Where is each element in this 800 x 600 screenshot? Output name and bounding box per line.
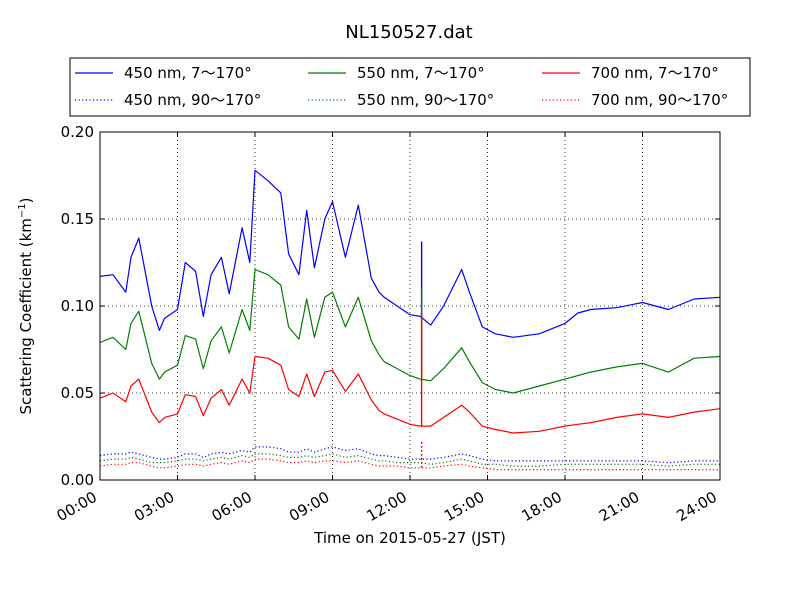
series-line-3 xyxy=(99,453,720,467)
y-tick-label: 0.05 xyxy=(61,384,94,402)
y-tick-label: 0.20 xyxy=(61,123,94,141)
y-tick-label: 0.15 xyxy=(61,210,94,228)
x-tick-label: 18:00 xyxy=(519,488,565,525)
grid xyxy=(100,132,720,480)
y-axis-label: Scattering Coefficient (km−1) xyxy=(17,197,35,414)
y-axis-label-superscript: −1 xyxy=(17,203,28,218)
x-tick-label: 15:00 xyxy=(441,488,487,525)
legend-label: 450 nm, 90～170° xyxy=(124,91,261,109)
x-tick-label: 12:00 xyxy=(364,488,410,525)
legend-label: 700 nm, 7～170° xyxy=(591,64,719,82)
series-line-5 xyxy=(99,458,720,471)
legend-label: 450 nm, 7～170° xyxy=(124,64,252,82)
legend: 450 nm, 7～170° 550 nm, 7～170° 700 nm, 7～17… xyxy=(69,57,751,117)
series-line-4 xyxy=(99,355,721,434)
y-axis-label-text: Scattering Coefficient (km xyxy=(17,218,35,414)
y-axis-label-group: Scattering Coefficient (km−1) xyxy=(17,197,35,414)
x-tick-label: 06:00 xyxy=(209,488,255,525)
chart-title: NL150527.dat xyxy=(345,22,472,43)
series-layer xyxy=(99,169,721,471)
series-line-1 xyxy=(99,446,720,464)
legend-label: 550 nm, 7～170° xyxy=(357,64,485,82)
x-tick-label: 21:00 xyxy=(596,488,642,525)
y-tick-label: 0.00 xyxy=(61,471,94,489)
x-tick-label: 09:00 xyxy=(286,488,332,525)
legend-label: 700 nm, 90～170° xyxy=(591,91,728,109)
x-tick-label: 24:00 xyxy=(674,488,720,525)
x-axis-label: Time on 2015-05-27 (JST) xyxy=(313,529,506,547)
y-tick-label: 0.10 xyxy=(61,297,94,315)
y-axis-label-close: ) xyxy=(17,197,35,203)
x-tick-label: 00:00 xyxy=(54,488,100,525)
legend-frame xyxy=(69,57,751,117)
series-line-0 xyxy=(99,169,721,338)
x-tick-label: 03:00 xyxy=(131,488,177,525)
legend-label: 550 nm, 90～170° xyxy=(357,91,494,109)
series-line-2 xyxy=(99,268,721,394)
